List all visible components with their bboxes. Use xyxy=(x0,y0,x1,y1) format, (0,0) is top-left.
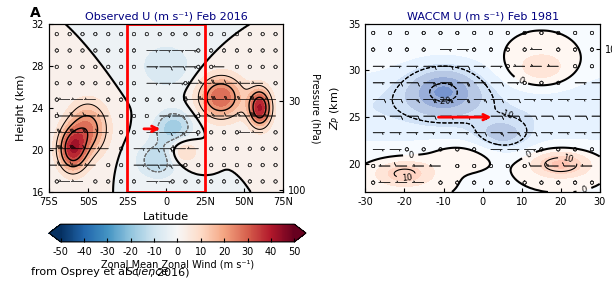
PathPatch shape xyxy=(294,224,306,242)
Text: 0: 0 xyxy=(580,185,588,195)
Title: Observed U (m s⁻¹) Feb 2016: Observed U (m s⁻¹) Feb 2016 xyxy=(85,12,247,22)
Y-axis label: $Z_P$ (km): $Z_P$ (km) xyxy=(329,86,343,130)
Text: Science: Science xyxy=(125,267,169,277)
X-axis label: Latitude: Latitude xyxy=(143,212,189,222)
Text: 10: 10 xyxy=(562,153,575,164)
Text: 0: 0 xyxy=(517,76,525,86)
Y-axis label: Pressure (hPa): Pressure (hPa) xyxy=(310,73,321,143)
Title: WACCM U (m s⁻¹) Feb 1981: WACCM U (m s⁻¹) Feb 1981 xyxy=(406,12,559,22)
Text: 10: 10 xyxy=(401,173,412,183)
Text: from Osprey et al. (: from Osprey et al. ( xyxy=(31,267,139,277)
Text: -10: -10 xyxy=(499,109,515,122)
Text: , 2016): , 2016) xyxy=(150,267,190,277)
Y-axis label: Height (km): Height (km) xyxy=(16,75,26,141)
PathPatch shape xyxy=(49,224,61,242)
Bar xyxy=(127,24,205,192)
Text: -20: -20 xyxy=(437,96,451,106)
Text: 0: 0 xyxy=(524,150,533,160)
Text: A: A xyxy=(30,6,41,20)
X-axis label: Zonal Mean Zonal Wind (m s⁻¹): Zonal Mean Zonal Wind (m s⁻¹) xyxy=(101,260,254,270)
Text: 0: 0 xyxy=(408,150,414,160)
